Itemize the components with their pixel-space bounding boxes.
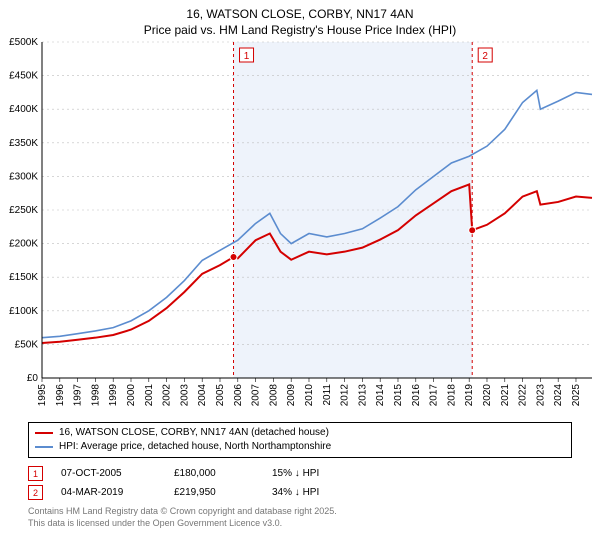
svg-text:2001: 2001 [144, 384, 155, 407]
svg-text:2017: 2017 [429, 384, 440, 407]
legend-swatch-paid [35, 432, 53, 434]
svg-text:2004: 2004 [197, 384, 208, 407]
svg-text:2009: 2009 [286, 384, 297, 407]
svg-text:2011: 2011 [322, 384, 333, 406]
footer-line: Contains HM Land Registry data © Crown c… [28, 506, 572, 518]
svg-text:2010: 2010 [304, 384, 315, 407]
legend: 16, WATSON CLOSE, CORBY, NN17 4AN (detac… [28, 422, 572, 458]
svg-text:2000: 2000 [126, 384, 137, 407]
callout-marker-2: 2 [28, 485, 43, 500]
svg-text:1996: 1996 [55, 384, 66, 407]
svg-text:2003: 2003 [179, 384, 190, 407]
svg-text:£250K: £250K [9, 205, 38, 216]
svg-text:2024: 2024 [553, 384, 564, 407]
svg-text:2007: 2007 [251, 384, 262, 407]
svg-text:1997: 1997 [73, 384, 84, 407]
callout-date: 04-MAR-2019 [61, 487, 156, 498]
callout-marker-1: 1 [28, 466, 43, 481]
svg-text:2005: 2005 [215, 384, 226, 407]
legend-row-paid: 16, WATSON CLOSE, CORBY, NN17 4AN (detac… [35, 426, 565, 440]
svg-text:2023: 2023 [535, 384, 546, 407]
callout-date: 07-OCT-2005 [61, 468, 156, 479]
legend-label-hpi: HPI: Average price, detached house, Nort… [59, 440, 331, 454]
svg-text:2015: 2015 [393, 384, 404, 407]
svg-text:£500K: £500K [9, 38, 38, 48]
legend-label-paid: 16, WATSON CLOSE, CORBY, NN17 4AN (detac… [59, 426, 329, 440]
chart-title: 16, WATSON CLOSE, CORBY, NN17 4AN Price … [0, 0, 600, 38]
svg-text:2021: 2021 [500, 384, 511, 407]
callout-row: 2 04-MAR-2019 £219,950 34% ↓ HPI [28, 483, 572, 502]
svg-text:1999: 1999 [108, 384, 119, 407]
svg-text:2002: 2002 [162, 384, 173, 407]
svg-text:2014: 2014 [375, 384, 386, 407]
svg-text:2025: 2025 [571, 384, 582, 407]
title-subtitle: Price paid vs. HM Land Registry's House … [0, 22, 600, 38]
callout-price: £180,000 [174, 468, 254, 479]
svg-text:2008: 2008 [268, 384, 279, 407]
legend-swatch-hpi [35, 446, 53, 448]
svg-text:1995: 1995 [37, 384, 48, 407]
callout-diff: 15% ↓ HPI [272, 468, 362, 479]
legend-row-hpi: HPI: Average price, detached house, Nort… [35, 440, 565, 454]
svg-text:1: 1 [244, 51, 250, 62]
svg-text:2012: 2012 [340, 384, 351, 407]
svg-text:2016: 2016 [411, 384, 422, 407]
svg-text:2019: 2019 [464, 384, 475, 407]
svg-text:£350K: £350K [9, 138, 38, 149]
callout-price: £219,950 [174, 487, 254, 498]
svg-text:£450K: £450K [9, 71, 38, 82]
svg-text:£400K: £400K [9, 105, 38, 116]
svg-text:£0: £0 [27, 373, 39, 384]
title-address: 16, WATSON CLOSE, CORBY, NN17 4AN [0, 6, 600, 22]
footer: Contains HM Land Registry data © Crown c… [28, 506, 572, 529]
callout-diff: 34% ↓ HPI [272, 487, 362, 498]
svg-text:2020: 2020 [482, 384, 493, 407]
svg-text:2013: 2013 [357, 384, 368, 407]
svg-text:2006: 2006 [233, 384, 244, 407]
svg-text:£50K: £50K [15, 340, 39, 351]
svg-text:2018: 2018 [446, 384, 457, 407]
svg-text:£200K: £200K [9, 239, 38, 250]
svg-text:2022: 2022 [518, 384, 529, 407]
svg-text:£300K: £300K [9, 172, 38, 183]
callout-table: 1 07-OCT-2005 £180,000 15% ↓ HPI 2 04-MA… [28, 464, 572, 502]
price-chart: £0 £50K £100K £150K £200K £250K £300K £350K £400… [0, 38, 600, 418]
svg-text:£150K: £150K [9, 273, 38, 284]
svg-text:2: 2 [482, 51, 488, 62]
svg-text:1998: 1998 [90, 384, 101, 407]
footer-line: This data is licensed under the Open Gov… [28, 518, 572, 530]
svg-text:£100K: £100K [9, 306, 38, 317]
callout-row: 1 07-OCT-2005 £180,000 15% ↓ HPI [28, 464, 572, 483]
